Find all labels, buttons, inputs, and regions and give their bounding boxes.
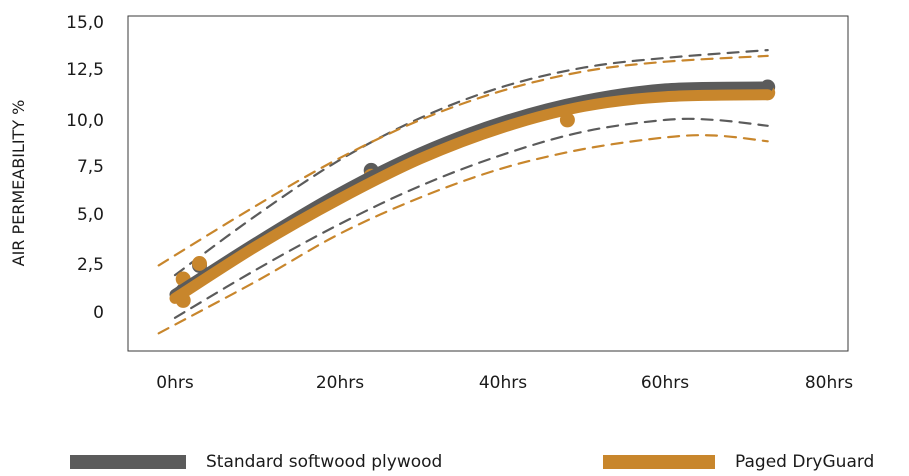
- lower-band-dryguard: [157, 134, 769, 335]
- upper-band-dryguard: [157, 54, 769, 267]
- trend-line-dryguard: [169, 89, 774, 304]
- y-tick-label: 5,0: [77, 205, 104, 225]
- legend-swatch-dryguard: [603, 455, 715, 469]
- legend-swatch-standard: [70, 455, 186, 469]
- y-axis-title: AIR PERMEABILITY %: [9, 100, 28, 267]
- x-tick-labels: 0hrs 20hrs 40hrs 60hrs 80hrs: [156, 373, 853, 393]
- plot-frame: [127, 15, 849, 352]
- x-tick-label: 0hrs: [156, 373, 194, 393]
- y-tick-label: 15,0: [66, 13, 104, 33]
- x-tick-label: 40hrs: [479, 373, 527, 393]
- legend-item-dryguard: Paged DryGuard: [603, 448, 874, 476]
- lower-band-standard: [173, 117, 769, 319]
- y-tick-label: 10,0: [66, 111, 104, 131]
- legend-label-standard: Standard softwood plywood: [206, 452, 443, 472]
- chart-marks: [157, 49, 776, 335]
- y-tick-label: 0: [93, 303, 104, 323]
- legend-item-standard: Standard softwood plywood: [70, 448, 442, 476]
- y-tick-label: 2,5: [77, 255, 104, 275]
- y-tick-label: 12,5: [66, 60, 104, 80]
- y-tick-label: 7,5: [77, 157, 104, 177]
- data-point-dryguard: [192, 256, 207, 271]
- upper-band-standard: [173, 49, 769, 277]
- x-tick-label: 20hrs: [316, 373, 364, 393]
- x-tick-label: 80hrs: [805, 373, 853, 393]
- y-tick-labels: 15,0 12,5 10,0 7,5 5,0 2,5 0: [66, 13, 104, 323]
- legend-label-dryguard: Paged DryGuard: [735, 452, 875, 472]
- trend-line-standard: [169, 81, 774, 300]
- x-tick-label: 60hrs: [641, 373, 689, 393]
